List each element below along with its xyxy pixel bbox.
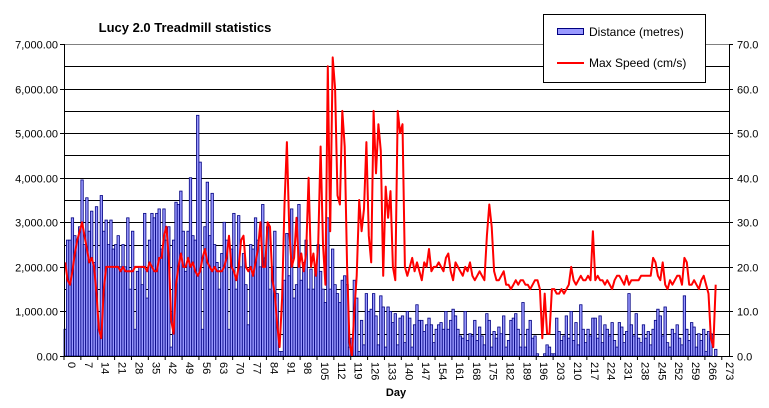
x-tick-label: 63	[217, 362, 229, 374]
x-tick-label: 112	[335, 362, 347, 380]
x-tick-label: 42	[166, 362, 178, 374]
x-tick-label: 154	[436, 362, 448, 380]
x-tick-label: 98	[301, 362, 313, 374]
distance-bar	[355, 297, 359, 357]
x-tick-label: 252	[672, 362, 684, 380]
x-tick-label: 210	[571, 362, 583, 380]
y-tick-label: 7,000.00	[15, 40, 58, 52]
x-tick-label: 231	[622, 362, 634, 380]
speed-line-group	[64, 56, 717, 357]
distance-bar	[198, 161, 202, 357]
y-right-tick-label: 50.0	[737, 129, 758, 141]
x-tick-label: 28	[133, 362, 145, 374]
x-tick-label: 182	[504, 362, 516, 380]
legend-distance-label: Distance (metres)	[589, 25, 684, 39]
x-tick-label: 168	[470, 362, 482, 380]
y-right-tick-label: 40.0	[737, 174, 758, 186]
x-tick-label: 147	[419, 362, 431, 380]
x-tick-label: 35	[149, 362, 161, 374]
x-tick-label: 175	[487, 362, 499, 380]
y-tick-label: 6,000.00	[15, 85, 58, 97]
x-tick-label: 119	[352, 362, 364, 380]
x-tick-label: 49	[183, 362, 195, 374]
x-tick-label: 238	[638, 362, 650, 380]
y-right-tick-label: 10.0	[737, 307, 758, 319]
y-right-tick-label: 30.0	[737, 218, 758, 230]
legend: Distance (metres) Max Speed (cm/s)	[543, 14, 706, 83]
y-tick-label: 3,000.00	[15, 218, 58, 230]
x-tick-label: 21	[116, 362, 128, 374]
distance-bar	[535, 353, 540, 357]
legend-distance-swatch	[557, 28, 584, 35]
x-tick-label: 189	[520, 362, 532, 380]
y-tick-label: 1,000.00	[15, 307, 58, 319]
y-tick-label: 0.00	[37, 352, 58, 364]
y-right-tick-label: 20.0	[737, 263, 758, 275]
x-axis-label: Day	[386, 387, 407, 399]
x-tick-label: 105	[318, 362, 330, 380]
x-tick-label: 84	[267, 362, 279, 374]
chart-title: Lucy 2.0 Treadmill statistics	[99, 20, 272, 35]
x-tick-label: 7	[82, 362, 94, 368]
y-right-tick-label: 60.0	[737, 85, 758, 97]
x-tick-label: 259	[689, 362, 701, 380]
legend-speed-label: Max Speed (cm/s)	[589, 56, 686, 70]
x-tick-label: 245	[655, 362, 667, 380]
x-tick-label: 126	[369, 362, 381, 380]
x-tick-label: 217	[588, 362, 600, 380]
x-tick-label: 203	[554, 362, 566, 380]
x-tick-label: 0	[65, 362, 77, 368]
y-right-tick-label: 0.0	[737, 352, 752, 364]
y-tick-label: 5,000.00	[15, 129, 58, 141]
axes: 0.001,000.002,000.003,000.004,000.005,00…	[15, 40, 758, 381]
y-right-tick-label: 70.0	[737, 40, 758, 52]
y-tick-label: 2,000.00	[15, 263, 58, 275]
x-tick-label: 266	[706, 362, 718, 380]
x-tick-label: 196	[537, 362, 549, 380]
distance-bar	[533, 335, 537, 357]
x-tick-label: 161	[453, 362, 465, 380]
x-tick-label: 133	[386, 362, 398, 380]
distance-bar	[714, 348, 718, 357]
x-tick-label: 224	[605, 362, 617, 380]
x-tick-label: 70	[234, 362, 246, 374]
y-tick-label: 4,000.00	[15, 174, 58, 186]
x-tick-label: 91	[284, 362, 296, 374]
distance-bars	[63, 114, 718, 357]
x-tick-label: 77	[251, 362, 263, 374]
x-tick-label: 140	[402, 362, 414, 380]
x-tick-label: 56	[200, 362, 212, 374]
legend-box	[543, 14, 706, 83]
x-tick-label: 14	[99, 362, 111, 374]
x-tick-label: 273	[723, 362, 735, 380]
